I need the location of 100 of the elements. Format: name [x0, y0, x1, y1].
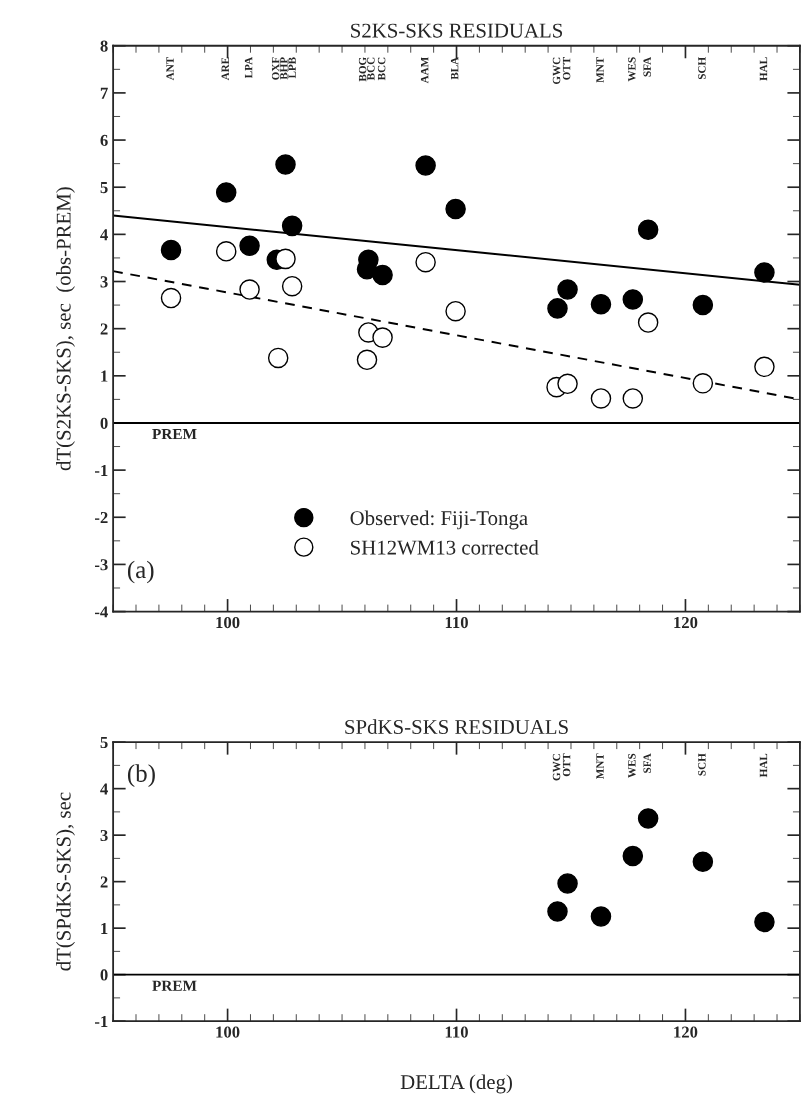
legend-label: SH12WM13 corrected	[351, 539, 539, 555]
y-tick-label: 1	[101, 922, 108, 934]
point	[547, 298, 568, 319]
legend-label: Observed: Fiji-Tonga	[350, 510, 528, 530]
x-axis-title: DELTA (deg)	[400, 1074, 512, 1094]
y-tick-label: 0	[100, 417, 108, 429]
point	[557, 373, 578, 395]
point	[637, 808, 659, 829]
point	[281, 275, 303, 297]
point	[415, 155, 436, 176]
annotation: BOG	[358, 57, 367, 82]
annotation: GWC	[552, 754, 561, 781]
x-tick-label: 100	[216, 616, 240, 629]
annotation: OTT	[562, 57, 571, 80]
point	[692, 294, 714, 316]
annotation: MNT	[596, 753, 604, 779]
point	[239, 235, 260, 256]
annotation: (b)	[127, 764, 155, 787]
point	[557, 279, 578, 300]
annotation: OTT	[562, 753, 571, 777]
point	[372, 327, 393, 348]
y-tick-label: 2	[100, 323, 108, 335]
x-tick-label: 120	[674, 616, 698, 629]
chart-title: S2KS-SKS RESIDUALS	[351, 23, 563, 38]
point	[637, 219, 659, 240]
annotation: ANT	[166, 57, 174, 81]
y-tick-label: -1	[94, 1015, 108, 1027]
annotation: BCC	[377, 57, 386, 81]
point	[622, 845, 644, 867]
annotation: SCH	[698, 57, 706, 80]
y-tick-label: -2	[94, 512, 108, 524]
y-axis-title: dT(S2KS-SKS), sec (obs-PREM)	[56, 187, 75, 471]
point	[692, 851, 714, 872]
point	[415, 251, 436, 273]
y-tick-label: 5	[100, 737, 108, 749]
annotation: HAL	[759, 57, 768, 81]
point	[590, 906, 612, 927]
point	[160, 239, 182, 261]
annotation: BLA	[450, 56, 459, 80]
point	[557, 873, 578, 894]
annotation: SCH	[698, 753, 706, 776]
annotation: OXF	[271, 57, 280, 80]
point	[445, 300, 466, 322]
y-tick-label: -3	[94, 559, 108, 571]
annotation: LPB	[288, 57, 296, 79]
x-tick-label: 110	[445, 616, 468, 629]
annotation: AAM	[420, 57, 429, 84]
y-tick-label: 4	[100, 229, 108, 241]
annotation: BHP	[280, 57, 288, 80]
y-tick-label: 3	[100, 829, 108, 842]
point	[267, 347, 289, 369]
y-tick-label: 4	[100, 783, 108, 795]
annotation: HAL	[759, 753, 768, 778]
point	[754, 262, 775, 283]
point	[590, 388, 612, 409]
y-tick-label: 5	[100, 182, 108, 194]
y-tick-label: 3	[100, 276, 108, 288]
y-tick-label: -4	[94, 606, 108, 618]
y-tick-label: -1	[94, 464, 108, 476]
point	[445, 198, 466, 220]
x-tick-label: 110	[445, 1026, 468, 1038]
point	[239, 279, 260, 300]
annotation: BCC	[367, 57, 375, 81]
annotation: (a)	[127, 560, 154, 584]
point	[281, 215, 303, 237]
point	[372, 264, 393, 286]
annotation: SFA	[643, 56, 651, 77]
point	[692, 373, 714, 394]
point	[275, 154, 296, 175]
annotation: GWC	[552, 57, 561, 85]
point	[637, 312, 659, 333]
y-tick-label: 0	[100, 969, 108, 981]
annotation: ARE	[221, 57, 229, 81]
point	[215, 182, 237, 203]
annotation: WES	[628, 57, 636, 82]
point	[215, 241, 237, 262]
point	[622, 289, 644, 310]
point	[754, 356, 775, 378]
ref-line-label: PREM	[152, 980, 197, 991]
y-tick-label: 6	[100, 134, 108, 146]
x-tick-label: 120	[674, 1026, 698, 1038]
y-axis-title: dT(SPdKS-SKS), sec	[56, 792, 75, 971]
point	[754, 911, 775, 933]
ref-line-label: PREM	[152, 429, 197, 440]
annotation: WES	[628, 753, 636, 778]
point	[160, 287, 182, 309]
y-tick-label: 1	[101, 370, 108, 382]
point	[275, 248, 296, 270]
y-tick-label: 7	[100, 87, 108, 99]
annotation: MNT	[596, 57, 604, 83]
y-tick-label: 8	[100, 40, 108, 52]
point	[622, 388, 644, 409]
chart-title: SPdKS-SKS RESIDUALS	[345, 719, 568, 735]
x-tick-label: 100	[216, 1026, 240, 1038]
annotation: SFA	[643, 753, 651, 773]
y-tick-label: 2	[100, 876, 108, 888]
point	[356, 349, 378, 371]
point	[590, 293, 612, 315]
point	[547, 901, 568, 922]
annotation: LPA	[244, 56, 253, 79]
